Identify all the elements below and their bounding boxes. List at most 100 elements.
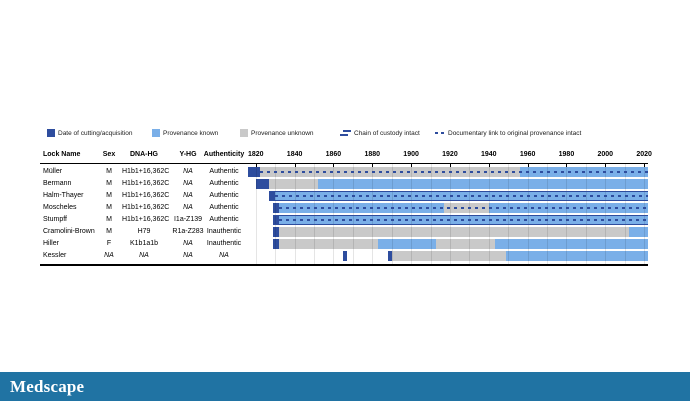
authenticity-cell: Inauthentic bbox=[206, 240, 242, 247]
chart-gridline bbox=[528, 164, 529, 264]
lock-name-cell: Bermann bbox=[43, 180, 72, 187]
chart-gridline bbox=[469, 164, 470, 264]
y-hg-cell: NA bbox=[183, 180, 193, 187]
medscape-logo: Medscape bbox=[10, 377, 85, 396]
axis-tick bbox=[489, 164, 490, 167]
y-hg-cell: NA bbox=[183, 192, 193, 199]
y-hg-cell: NA bbox=[183, 240, 193, 247]
legend-item-provenance-known: Provenance known bbox=[152, 128, 218, 138]
legend-label: Date of cutting/acquisition bbox=[58, 129, 133, 137]
chart-gridline bbox=[353, 164, 354, 264]
dna-hg-cell: H1b1+16,362C bbox=[122, 216, 170, 223]
axis-tick bbox=[411, 164, 412, 167]
y-hg-cell: NA bbox=[183, 204, 193, 211]
documentary-link-dashed-line bbox=[275, 195, 648, 197]
authenticity-cell: Authentic bbox=[209, 180, 239, 187]
y-hg-cell: NA bbox=[183, 168, 193, 175]
y-hg-cell: R1a-Z283 bbox=[172, 228, 204, 235]
chart-gridline bbox=[314, 164, 315, 264]
acquisition-date-mark bbox=[248, 167, 260, 177]
sex-cell: M bbox=[106, 216, 112, 223]
lock-name-cell: Halm-Thayer bbox=[43, 192, 84, 199]
sex-cell: M bbox=[106, 192, 112, 199]
authenticity-cell: Inauthentic bbox=[206, 228, 242, 235]
dna-hg-cell: K1b1a1b bbox=[129, 240, 159, 247]
chart-gridline bbox=[625, 164, 626, 264]
chart-gridline bbox=[392, 164, 393, 264]
column-header-lock-name: Lock Name bbox=[43, 151, 81, 158]
documentary-link-dashed-line bbox=[259, 171, 648, 173]
axis-year-label: 2000 bbox=[597, 151, 614, 158]
header-rule bbox=[40, 163, 648, 165]
axis-year-label: 1860 bbox=[325, 151, 342, 158]
provenance-unknown-bar bbox=[269, 179, 318, 189]
lock-name-cell: Stumpff bbox=[43, 216, 67, 223]
chart-gridline bbox=[333, 164, 334, 264]
chart-gridline bbox=[547, 164, 548, 264]
axis-year-label: 1900 bbox=[403, 151, 419, 158]
acquisition-swatch-icon bbox=[47, 129, 55, 137]
sex-cell: M bbox=[106, 228, 112, 235]
documentary-link-dashed-line bbox=[279, 219, 648, 221]
provenance-unknown-bar bbox=[279, 239, 379, 249]
legend-label: Chain of custody intact bbox=[354, 129, 420, 137]
chart-gridline bbox=[586, 164, 587, 264]
authenticity-cell: NA bbox=[219, 252, 229, 259]
provenance-unknown-bar bbox=[391, 251, 507, 261]
authenticity-cell: Authentic bbox=[209, 192, 239, 199]
acquisition-date-mark bbox=[273, 215, 280, 225]
provenance-known-swatch-icon bbox=[152, 129, 160, 137]
axis-tick bbox=[256, 164, 257, 167]
chart-gridline bbox=[295, 164, 296, 264]
authenticity-cell: Authentic bbox=[209, 204, 239, 211]
axis-year-label: 1880 bbox=[364, 151, 381, 158]
dna-hg-cell: NA bbox=[139, 252, 149, 259]
axis-year-label: 1840 bbox=[286, 151, 303, 158]
provenance-unknown-bar bbox=[436, 239, 495, 249]
sex-cell: NA bbox=[104, 252, 114, 259]
legend-label: Documentary link to original provenance … bbox=[448, 129, 582, 137]
provenance-unknown-swatch-icon bbox=[240, 129, 248, 137]
dna-hg-cell: H1b1+16,362C bbox=[122, 168, 170, 175]
axis-tick bbox=[644, 164, 645, 167]
acquisition-date-mark bbox=[273, 227, 280, 237]
chart-gridline bbox=[431, 164, 432, 264]
chart-gridline bbox=[644, 164, 645, 264]
authenticity-cell: Authentic bbox=[209, 168, 239, 175]
chain-of-custody-outline bbox=[269, 191, 648, 201]
column-header-dna-hg: DNA-HG bbox=[130, 151, 158, 158]
dna-hg-cell: H1b1+16,362C bbox=[122, 180, 170, 187]
chart-gridline bbox=[508, 164, 509, 264]
axis-tick bbox=[566, 164, 567, 167]
provenance-known-bar bbox=[317, 179, 648, 189]
legend-label: Provenance known bbox=[163, 129, 219, 137]
sex-cell: M bbox=[106, 180, 112, 187]
chart-gridline bbox=[450, 164, 451, 264]
acquisition-date-mark bbox=[255, 179, 270, 189]
chart-gridline bbox=[489, 164, 490, 264]
lock-name-cell: Müller bbox=[43, 168, 63, 175]
legend-item-chain-of-custody: Chain of custody intact bbox=[340, 128, 420, 138]
chart-gridline bbox=[256, 164, 257, 264]
legend-item-documentary-link: Documentary link to original provenance … bbox=[435, 128, 581, 138]
column-header-authenticity: Authenticity bbox=[203, 151, 245, 158]
axis-year-label: 2020 bbox=[636, 151, 652, 158]
acquisition-date-mark bbox=[273, 239, 280, 249]
lock-name-cell: Cramolini-Brown bbox=[43, 228, 95, 235]
legend-item-provenance-unknown: Provenance unknown bbox=[240, 128, 314, 138]
sex-cell: F bbox=[106, 240, 112, 247]
axis-tick bbox=[295, 164, 296, 167]
axis-year-label: 1960 bbox=[519, 151, 536, 158]
lock-name-cell: Moscheles bbox=[43, 204, 77, 211]
provenance-known-bar bbox=[378, 239, 437, 249]
column-header-y-hg: Y-HG bbox=[179, 151, 197, 158]
medscape-footer-bar: Medscape bbox=[0, 372, 690, 401]
provenance-known-bar bbox=[506, 251, 648, 261]
lock-name-cell: Hiller bbox=[43, 240, 59, 247]
y-hg-cell: I1a-Z139 bbox=[173, 216, 203, 223]
provenance-unknown-bar bbox=[279, 227, 629, 237]
acquisition-date-mark bbox=[387, 251, 392, 261]
documentary-link-dashed-line bbox=[279, 207, 648, 209]
legend-item-acquisition: Date of cutting/acquisition bbox=[47, 128, 132, 138]
axis-year-label: 1940 bbox=[480, 151, 497, 158]
